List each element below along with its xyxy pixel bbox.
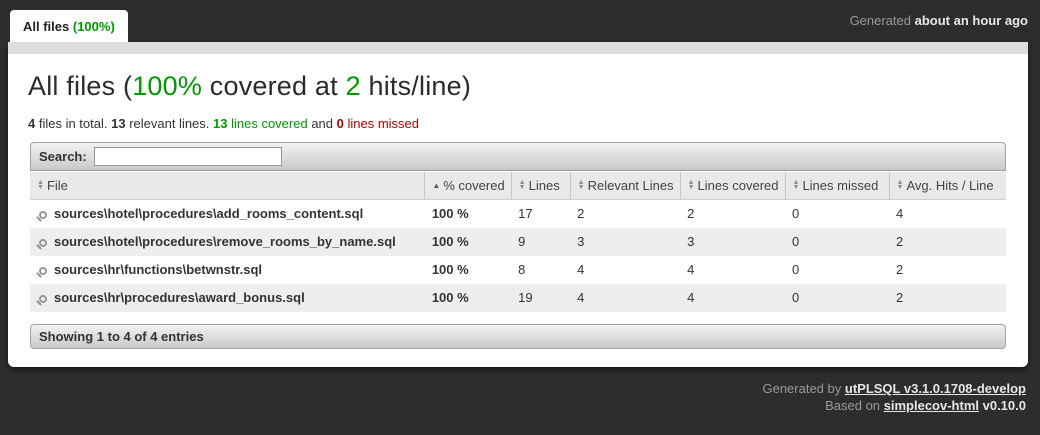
- lines-covered-value: 4: [687, 262, 695, 277]
- sort-icon: ▲ ▼: [577, 179, 585, 192]
- file-link[interactable]: sources\hotel\procedures\remove_rooms_by…: [30, 228, 425, 256]
- avg-hits-value: 4: [896, 206, 904, 222]
- sort-asc-icon: ▲: [432, 180, 441, 190]
- lines-value: 19: [518, 290, 533, 305]
- percent-covered-value: 100 %: [431, 262, 469, 277]
- page-title: All files (100% covered at 2 hits/line): [28, 71, 472, 101]
- file-link[interactable]: sources\hotel\procedures\add_rooms_conte…: [30, 200, 425, 228]
- sort-icon: ▲ ▼: [687, 179, 695, 192]
- table-row: sources\hr\functions\betwnstr.sql 100 % …: [30, 256, 1006, 284]
- magnifier-icon: [39, 267, 47, 275]
- page-footer: Generated by utPLSQL v3.1.0.1708-develop…: [0, 380, 1026, 414]
- lines-value: 8: [518, 262, 526, 277]
- lines-missed-value: 0: [792, 206, 800, 222]
- table-header-row: ▲ ▼ File ▲% covered ▲ ▼ Lines ▲ ▼ Relevant Lin…: [30, 171, 1006, 200]
- sort-icon: ▲ ▼: [518, 179, 526, 192]
- files-table: ▲ ▼ File ▲% covered ▲ ▼ Lines ▲ ▼ Relevant Lin…: [30, 171, 1006, 312]
- entries-info-bar: Showing 1 to 4 of 4 entries: [30, 323, 1006, 349]
- sort-icon: ▲ ▼: [37, 179, 44, 192]
- magnifier-icon: [39, 239, 47, 247]
- search-label: Search:: [39, 149, 87, 164]
- column-header-avg-hits[interactable]: ▲ ▼ Avg. Hits / Line: [888, 171, 1006, 200]
- relevant-lines-value: 2: [577, 206, 585, 222]
- table-row: sources\hotel\procedures\remove_rooms_by…: [30, 227, 1006, 256]
- datatable-wrapper: Search: ▲ ▼ File ▲% covered ▲ ▼ Lines ▲ ▼ Rele…: [30, 142, 1006, 349]
- percent-covered-value: 100 %: [431, 290, 469, 305]
- search-input[interactable]: [93, 147, 282, 166]
- avg-hits-value: 2: [896, 234, 904, 249]
- avg-hits-value: 2: [896, 290, 904, 305]
- lines-value: 9: [518, 234, 526, 249]
- column-header-lines-missed[interactable]: ▲ ▼ Lines missed: [784, 171, 889, 200]
- column-header-lines-covered[interactable]: ▲ ▼ Lines covered: [679, 171, 785, 200]
- percent-covered-value: 100 %: [431, 206, 469, 222]
- relevant-lines-value: 3: [577, 234, 585, 249]
- tab-label: All files: [23, 19, 73, 34]
- entries-info-text: Showing 1 to 4 of 4 entries: [39, 328, 204, 344]
- footer-generated-line: Generated by utPLSQL v3.1.0.1708-develop: [762, 380, 1026, 396]
- column-header-file[interactable]: ▲ ▼ File: [30, 171, 425, 200]
- sort-icon: ▲ ▼: [896, 179, 904, 192]
- lines-missed-value: 0: [792, 234, 800, 249]
- column-header-percent-covered[interactable]: ▲% covered: [424, 171, 512, 200]
- percent-covered-value: 100 %: [431, 234, 469, 249]
- column-header-lines[interactable]: ▲ ▼ Lines: [510, 171, 571, 200]
- lines-covered-value: 3: [687, 234, 695, 249]
- table-row: sources\hr\procedures\award_bonus.sql 10…: [30, 283, 1006, 312]
- tab-percent: (100%): [72, 19, 115, 34]
- sort-icon: ▲ ▼: [792, 179, 800, 192]
- relevant-lines-value: 4: [577, 262, 585, 277]
- lines-covered-value: 4: [687, 290, 695, 305]
- table-row: sources\hotel\procedures\add_rooms_conte…: [30, 200, 1006, 228]
- utplsql-link[interactable]: utPLSQL v3.1.0.1708-develop: [844, 380, 1026, 396]
- magnifier-icon: [39, 211, 47, 220]
- search-bar: Search:: [30, 142, 1006, 171]
- avg-hits-value: 2: [896, 262, 904, 277]
- magnifier-icon: [39, 295, 47, 303]
- report-card: All files (100% covered at 2 hits/line) …: [8, 42, 1028, 367]
- relevant-lines-value: 4: [577, 290, 585, 305]
- generated-timestamp: Generated about an hour ago: [849, 13, 1028, 28]
- tab-all-files[interactable]: All files (100%): [10, 10, 128, 42]
- column-header-relevant-lines[interactable]: ▲ ▼ Relevant Lines: [569, 171, 681, 200]
- card-top-strip: [8, 42, 1028, 54]
- lines-missed-value: 0: [792, 290, 800, 305]
- file-link[interactable]: sources\hr\functions\betwnstr.sql: [30, 256, 425, 284]
- top-bar: All files (100%) Generated about an hour…: [0, 0, 1040, 42]
- footer-based-line: Based on simplecov-html v0.10.0: [825, 397, 1026, 413]
- simplecov-link[interactable]: simplecov-html: [883, 397, 979, 413]
- file-link[interactable]: sources\hr\procedures\award_bonus.sql: [30, 284, 425, 312]
- lines-covered-value: 2: [687, 206, 695, 222]
- lines-missed-value: 0: [792, 262, 800, 277]
- lines-value: 17: [518, 206, 533, 222]
- coverage-stats: 4 files in total. 13 relevant lines. 13 …: [28, 116, 419, 131]
